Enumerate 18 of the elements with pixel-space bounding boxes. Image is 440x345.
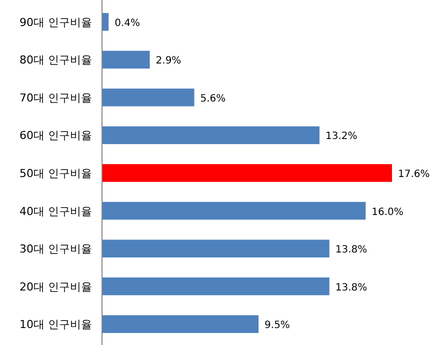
data-label: 0.4% — [114, 18, 140, 29]
y-tick-label: 40대 인구비율 — [20, 204, 92, 218]
y-tick-label: 30대 인구비율 — [20, 242, 92, 256]
data-label: 13.2% — [326, 131, 358, 142]
y-tick-label: 20대 인구비율 — [20, 280, 92, 294]
data-label: 16.0% — [372, 206, 404, 218]
y-tick-label: 90대 인구비율 — [20, 16, 92, 29]
y-tick-label: 60대 인구비율 — [20, 129, 92, 142]
data-label: 13.8% — [335, 244, 368, 256]
data-label: 13.8% — [335, 282, 368, 294]
data-label: 2.9% — [156, 56, 182, 67]
y-tick-label: 80대 인구비율 — [20, 54, 92, 67]
y-tick-label: 50대 인구비율 — [20, 167, 92, 180]
y-tick-label: 70대 인구비율 — [20, 91, 92, 104]
data-label: 9.5% — [264, 320, 290, 332]
data-label: 5.6% — [200, 93, 226, 104]
y-tick-label: 10대 인구비율 — [20, 318, 92, 332]
data-label: 17.6% — [398, 169, 430, 180]
